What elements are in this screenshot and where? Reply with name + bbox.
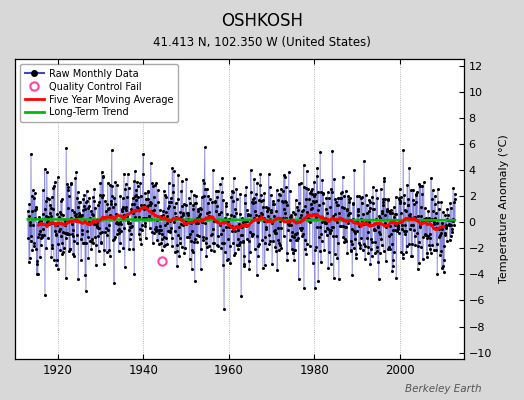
Text: Berkeley Earth: Berkeley Earth	[406, 384, 482, 394]
Text: 41.413 N, 102.350 W (United States): 41.413 N, 102.350 W (United States)	[153, 36, 371, 49]
Y-axis label: Temperature Anomaly (°C): Temperature Anomaly (°C)	[499, 135, 509, 284]
Legend: Raw Monthly Data, Quality Control Fail, Five Year Moving Average, Long-Term Tren: Raw Monthly Data, Quality Control Fail, …	[20, 64, 178, 122]
Text: OSHKOSH: OSHKOSH	[221, 12, 303, 30]
